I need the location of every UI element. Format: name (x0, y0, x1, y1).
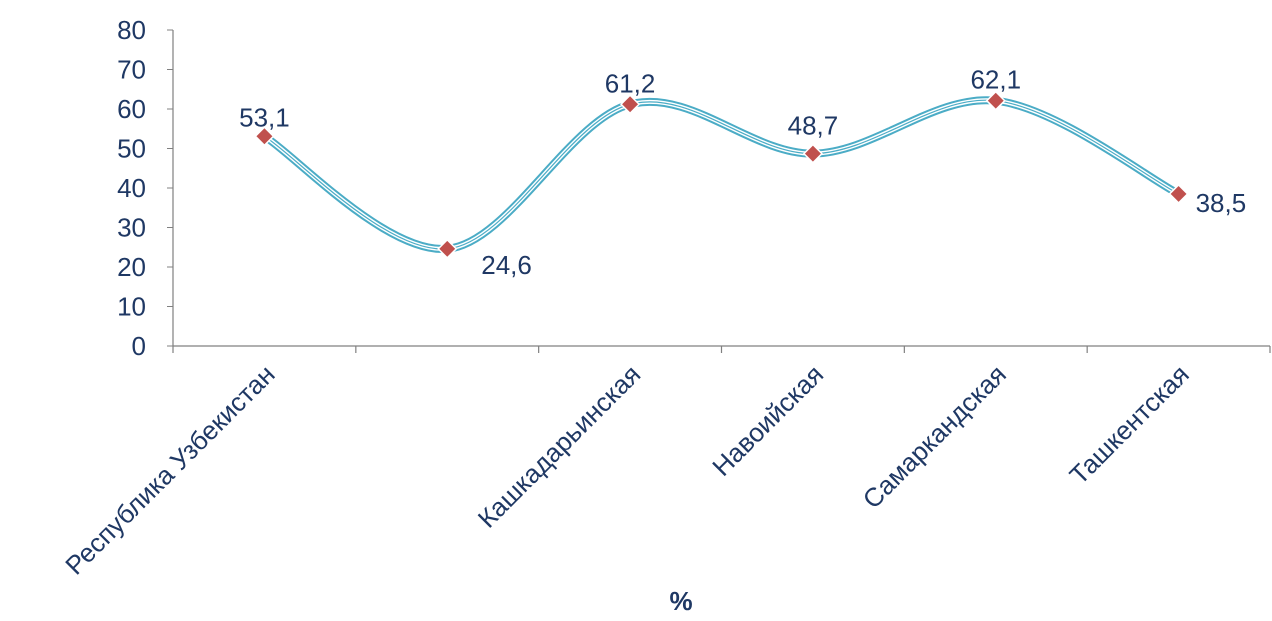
series-line (260, 96, 1183, 253)
x-axis-title: % (669, 586, 692, 616)
y-tick-label: 70 (117, 55, 146, 85)
data-point-marker (437, 238, 458, 259)
data-point-marker (802, 143, 823, 164)
y-tick-label: 60 (117, 94, 146, 124)
y-tick-label: 10 (117, 292, 146, 322)
category-label: Самаркандская (857, 359, 1012, 514)
category-label: Навоийская (706, 359, 829, 482)
category-label: Республика Узбекистан (59, 359, 280, 580)
y-tick-label: 80 (117, 15, 146, 45)
series-line-core (263, 99, 1180, 250)
data-point-marker (985, 90, 1006, 111)
data-label: 62,1 (970, 65, 1021, 95)
data-point-marker (254, 126, 275, 147)
data-label: 24,6 (481, 250, 532, 280)
data-markers (254, 90, 1189, 259)
data-point-marker (620, 94, 641, 115)
y-tick-label: 40 (117, 173, 146, 203)
data-label: 38,5 (1196, 188, 1247, 218)
data-point-marker (1168, 183, 1189, 204)
data-label: 61,2 (605, 68, 656, 98)
y-tick-label: 0 (132, 331, 146, 361)
y-tick-label: 50 (117, 134, 146, 164)
y-axis-ticks: 0 10 20 30 40 50 60 70 80 (117, 15, 173, 361)
data-labels: 53,1 24,6 61,2 48,7 62,1 38,5 (239, 65, 1246, 280)
y-tick-label: 30 (117, 213, 146, 243)
category-labels: Республика Узбекистан Кашкадарьинская Наво… (59, 359, 1195, 580)
category-label: Кашкадарьинская (472, 359, 647, 534)
data-label: 48,7 (788, 111, 839, 141)
category-label: Ташкентская (1064, 359, 1195, 490)
axes (172, 30, 1271, 353)
series-line-inner (262, 98, 1181, 251)
y-tick-label: 20 (117, 252, 146, 282)
data-label: 53,1 (239, 102, 290, 132)
